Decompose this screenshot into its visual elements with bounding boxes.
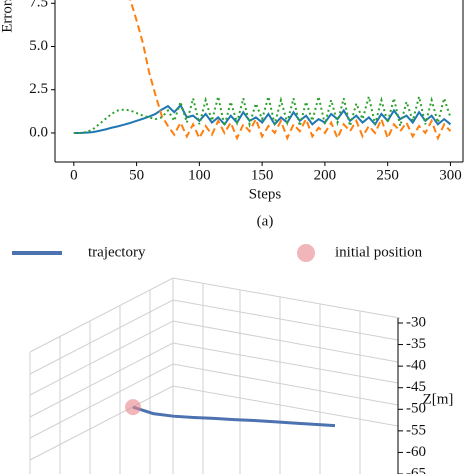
z-tick-label: -50 [406, 401, 426, 417]
x-tick-label: 0 [70, 167, 78, 183]
z-tick-label: -30 [406, 314, 426, 330]
y-tick-label: 2.5 [29, 81, 48, 97]
y-tick-label: 5.0 [29, 38, 48, 54]
z-tick-label: -40 [406, 358, 426, 374]
3d-box [29, 277, 401, 474]
x-tick-label: 100 [188, 167, 211, 183]
z-tick-label: -65 [406, 465, 426, 474]
plot-area [73, 0, 452, 141]
series-line [73, 94, 452, 134]
z-tick-label: -55 [406, 422, 426, 438]
initial-position [125, 399, 141, 416]
z-axis-label: Z[m] [423, 391, 454, 407]
x-tick-label: 250 [376, 167, 399, 183]
x-tick-label: 50 [129, 167, 144, 183]
legend-label: trajectory [88, 244, 146, 260]
z-tick-label: -45 [406, 379, 426, 395]
x-axis-label: Steps [249, 186, 282, 202]
y-axis-label: Errors [0, 0, 15, 33]
series-line [129, 0, 452, 141]
y-tick-label: 0.0 [29, 124, 48, 140]
caption: (a) [257, 213, 274, 229]
x-tick-label: 300 [439, 167, 462, 183]
x-tick-label: 200 [314, 167, 337, 183]
y-tick-label: 7.5 [29, 0, 48, 11]
legend-label: initial position [335, 244, 423, 260]
trajectory [132, 405, 336, 428]
legend-swatch [297, 244, 315, 262]
x-tick-label: 150 [251, 167, 274, 183]
z-tick-label: -60 [406, 444, 426, 460]
z-tick-label: -35 [406, 336, 426, 352]
